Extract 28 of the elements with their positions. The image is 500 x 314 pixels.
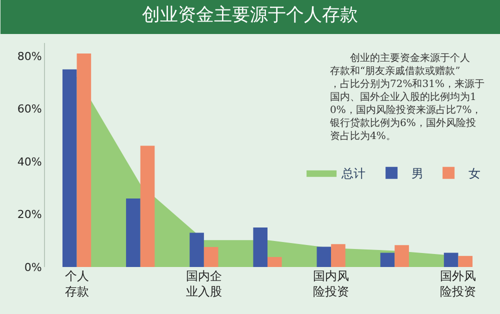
y-tick-label: 60% [17,102,42,116]
bar [380,252,395,267]
legend-label: 总计 [340,166,366,181]
y-tick-label: 40% [17,155,42,168]
bar [316,246,332,267]
y-tick-label: 20% [17,208,42,222]
bar [458,256,473,267]
legend-label: 男 [412,166,424,181]
x-tick-label: 国内企业入股 [186,269,222,299]
annotation: 创业的主要资金来源于个人存款和“朋友亲戚借款或赠款”，占比分别为72%和31%，来源于国内、国外企业入股的比例均为10%，国内风险投资来源占比7%，银行贷款比例为6%，国外风险投资占比为4%。 [329,52,484,142]
legend-label: 女 [468,166,481,181]
bar [331,244,346,267]
bar [190,232,204,267]
bar [62,69,77,267]
bar [253,227,268,267]
bar [204,246,218,267]
bar [76,54,92,267]
bar [140,146,155,267]
x-tick-label: 国内风险投资 [313,269,350,299]
bar [268,256,282,267]
bar [126,198,140,267]
y-tick-label: 80% [17,50,42,64]
x-tick-label: 个人存款 [64,269,89,299]
chart-title: 创业资金主要源于个人存款 [142,4,358,26]
bar [394,245,409,267]
bar [444,252,458,267]
y-tick-label: 0% [24,260,42,274]
x-tick-label: 国外风险投资 [440,269,476,299]
